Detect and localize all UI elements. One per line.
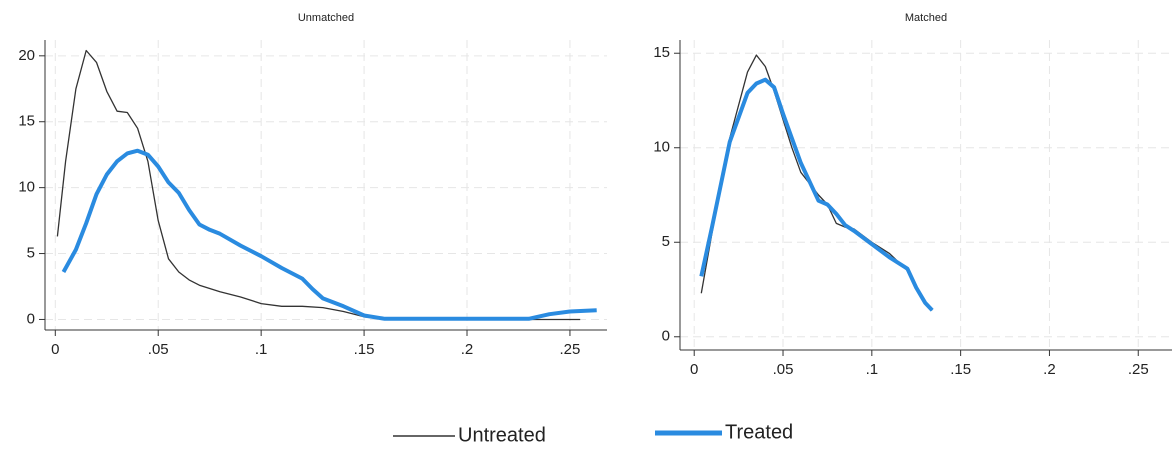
density-line bbox=[699, 77, 934, 312]
x-tick-label: .1 bbox=[866, 361, 879, 378]
y-tick-label: 15 bbox=[18, 113, 35, 130]
density-line bbox=[61, 148, 597, 321]
y-tick-label: 0 bbox=[27, 310, 35, 327]
y-tick-label: 15 bbox=[653, 44, 670, 61]
x-tick-label: .2 bbox=[1043, 361, 1056, 378]
y-tick-label: 0 bbox=[662, 328, 670, 345]
y-tick-label: 10 bbox=[18, 179, 35, 196]
x-tick-label: .2 bbox=[461, 341, 474, 358]
x-tick-label: 0 bbox=[51, 341, 59, 358]
chart-title: Unmatched bbox=[298, 12, 354, 24]
x-tick-label: .25 bbox=[1128, 361, 1149, 378]
x-tick-label: .05 bbox=[773, 361, 794, 378]
y-tick-label: 10 bbox=[653, 139, 670, 156]
y-tick-label: 5 bbox=[27, 245, 35, 262]
x-tick-label: .15 bbox=[354, 341, 375, 358]
chart-title: Matched bbox=[905, 12, 947, 24]
legend-label: Treated bbox=[725, 421, 793, 443]
x-tick-label: .25 bbox=[560, 341, 581, 358]
x-tick-label: .05 bbox=[148, 341, 169, 358]
y-tick-label: 20 bbox=[18, 47, 35, 64]
x-tick-label: 0 bbox=[690, 361, 698, 378]
legend-label: Untreated bbox=[458, 424, 546, 446]
x-tick-label: .15 bbox=[950, 361, 971, 378]
density-line bbox=[56, 49, 581, 321]
density-line bbox=[700, 54, 933, 311]
x-tick-label: .1 bbox=[255, 341, 268, 358]
y-tick-label: 5 bbox=[662, 233, 670, 250]
